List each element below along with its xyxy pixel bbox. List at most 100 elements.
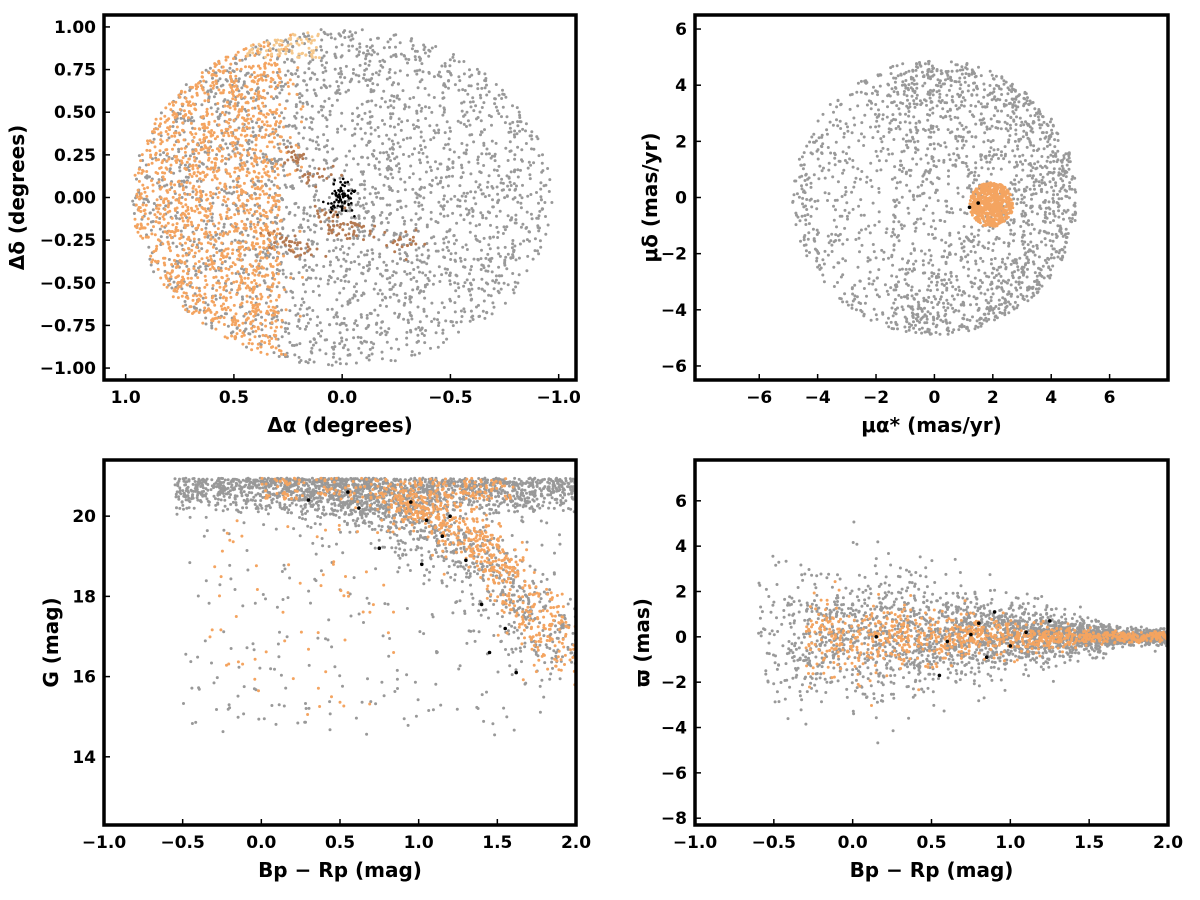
member-point — [194, 193, 198, 196]
core-member-point — [343, 181, 347, 184]
field-star-point — [300, 297, 304, 301]
field-star-point — [360, 271, 364, 275]
field-star-point — [359, 336, 363, 340]
field-star-point — [486, 282, 490, 286]
field-star-point — [476, 87, 480, 91]
member-point — [275, 41, 278, 45]
member-point — [246, 199, 250, 203]
field-star-point — [537, 214, 541, 218]
field-star-point — [459, 259, 463, 263]
field-star-point — [1031, 174, 1035, 178]
member-point — [272, 145, 276, 149]
field-star-point — [454, 289, 458, 293]
field-star-point — [1026, 267, 1029, 271]
field-star-point — [1062, 156, 1066, 160]
field-star-point — [470, 207, 474, 210]
member-point — [243, 248, 246, 252]
field-star-point — [370, 152, 374, 156]
field-star-point — [1030, 295, 1034, 299]
field-star-point — [358, 197, 362, 200]
member-point — [215, 169, 219, 173]
field-star-point — [163, 269, 167, 273]
field-star-point — [307, 67, 311, 71]
member-point — [322, 167, 326, 171]
field-star-point — [380, 274, 384, 278]
field-star-point — [874, 288, 878, 292]
member-point — [157, 207, 161, 211]
field-star-point — [378, 333, 382, 336]
member-point — [191, 186, 195, 190]
member-point — [256, 342, 260, 346]
field-star-point — [831, 123, 835, 127]
field-star-point — [382, 151, 386, 155]
y-tick-label: 0.00 — [54, 189, 96, 209]
field-star-point — [416, 119, 420, 122]
member-point — [200, 86, 204, 90]
member-point — [255, 237, 259, 241]
field-star-point — [898, 268, 902, 272]
member-point — [146, 186, 150, 190]
field-star-point — [429, 138, 433, 142]
field-star-point — [402, 107, 406, 111]
field-star-point — [465, 125, 468, 128]
field-star-point — [816, 148, 820, 152]
field-star-point — [441, 113, 445, 117]
field-star-point — [417, 103, 421, 107]
member-point — [153, 145, 157, 149]
field-star-point — [544, 232, 548, 236]
field-star-point — [447, 157, 451, 161]
member-point — [231, 144, 235, 148]
member-point — [141, 183, 145, 187]
member-point — [194, 309, 198, 313]
field-star-point — [306, 361, 310, 365]
member-point — [233, 107, 237, 111]
member-point — [332, 213, 336, 217]
field-star-point — [795, 192, 799, 196]
field-star-point — [371, 185, 375, 189]
member-point — [188, 216, 191, 220]
field-star-point — [805, 183, 809, 187]
member-point — [247, 121, 251, 125]
field-star-point — [296, 324, 299, 328]
member-point — [225, 157, 229, 161]
field-star-point — [515, 106, 519, 110]
field-star-point — [326, 150, 330, 154]
member-point — [249, 208, 253, 211]
field-star-point — [457, 60, 461, 64]
member-point — [209, 257, 213, 261]
field-star-point — [1033, 187, 1036, 191]
field-star-point — [489, 223, 492, 227]
member-point — [408, 238, 412, 242]
member-point — [178, 193, 182, 197]
field-star-point — [503, 262, 507, 265]
field-star-point — [296, 75, 300, 79]
field-star-point — [518, 193, 522, 197]
field-star-point — [886, 293, 890, 296]
field-star-point — [436, 318, 439, 322]
field-star-point — [326, 166, 330, 170]
member-point — [156, 172, 160, 175]
field-star-point — [427, 54, 431, 58]
member-point — [208, 202, 212, 206]
field-star-point — [409, 313, 413, 317]
member-point — [264, 222, 268, 226]
field-star-point — [973, 276, 977, 280]
field-star-point — [448, 273, 451, 277]
field-star-point — [319, 45, 323, 49]
field-star-point — [957, 231, 961, 235]
field-star-point — [336, 130, 340, 134]
member-point — [293, 33, 297, 37]
member-point — [139, 224, 143, 227]
member-point — [204, 146, 208, 150]
member-point — [238, 254, 242, 258]
field-star-point — [392, 81, 396, 85]
field-star-point — [547, 190, 551, 193]
member-point — [233, 104, 237, 108]
field-star-point — [532, 161, 536, 165]
member-point — [197, 269, 201, 273]
member-point — [262, 123, 266, 127]
member-point — [157, 221, 161, 225]
field-star-point — [457, 88, 461, 92]
field-star-point — [426, 248, 430, 252]
member-point — [184, 113, 188, 116]
